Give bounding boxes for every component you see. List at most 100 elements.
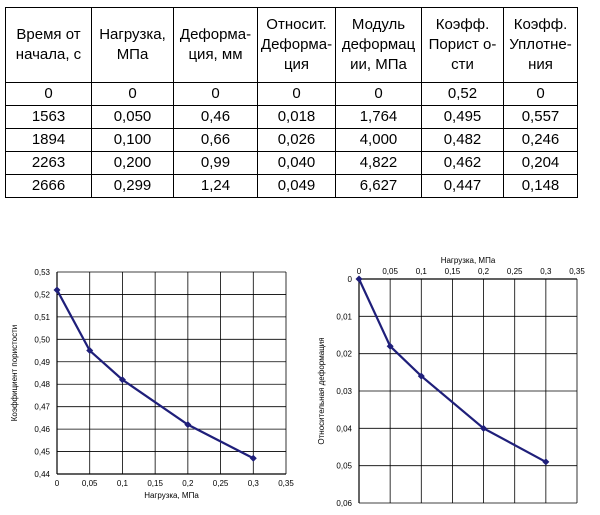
header-line: Коэфф. xyxy=(435,16,490,33)
table-row: 1894 0,100 0,66 0,026 4,000 0,482 0,246 xyxy=(5,128,578,152)
x-tick-label: 0,05 xyxy=(82,479,98,488)
data-point xyxy=(480,424,488,432)
data-point xyxy=(249,454,257,462)
header-line: сти xyxy=(451,56,474,73)
x-tick-label: 0,3 xyxy=(540,267,552,276)
header-porosity: Коэфф. Порист о- сти xyxy=(421,7,504,83)
x-tick-label: 0,35 xyxy=(569,267,585,276)
y-tick-label: 0,52 xyxy=(34,290,50,299)
header-modulus: Модуль деформац ии, МПа xyxy=(335,7,422,83)
x-tick-label: 0,1 xyxy=(416,267,428,276)
header-line: Относит. xyxy=(266,16,327,33)
header-deformation: Деформа- ция, мм xyxy=(173,7,258,83)
table-cell: 0 xyxy=(91,82,174,106)
y-tick-label: 0,47 xyxy=(34,403,50,412)
x-tick-label: 0,2 xyxy=(478,267,490,276)
table-cell: 0,018 xyxy=(257,105,336,129)
data-point xyxy=(86,347,94,355)
table-cell: 0 xyxy=(257,82,336,106)
table-cell: 0,495 xyxy=(421,105,504,129)
results-table: Время от начала, с Нагрузка, МПа Деформа… xyxy=(5,7,578,198)
table-cell: 0,026 xyxy=(257,128,336,152)
table-cell: 0 xyxy=(335,82,422,106)
data-point xyxy=(184,421,192,429)
table-cell: 0,049 xyxy=(257,174,336,198)
table-header-row: Время от начала, с Нагрузка, МПа Деформа… xyxy=(5,7,578,83)
data-point xyxy=(386,342,394,350)
table-cell: 6,627 xyxy=(335,174,422,198)
table-cell: 0,299 xyxy=(91,174,174,198)
header-line: Деформа- xyxy=(260,36,333,53)
y-tick-label: 0,45 xyxy=(34,448,50,457)
y-tick-label: 0,44 xyxy=(34,470,50,479)
y-tick-label: 0,51 xyxy=(34,313,50,322)
y-tick-label: 0,04 xyxy=(336,424,352,433)
data-point xyxy=(355,275,363,283)
y-tick-label: 0,01 xyxy=(336,312,352,321)
x-tick-label: 0,25 xyxy=(507,267,523,276)
header-line: МПа xyxy=(116,46,149,63)
table-cell: 0,46 xyxy=(173,105,258,129)
table-cell: 0,200 xyxy=(91,151,174,175)
table-cell: 0,462 xyxy=(421,151,504,175)
table-cell: 2263 xyxy=(5,151,92,175)
x-tick-label: 0,2 xyxy=(182,479,194,488)
x-tick-label: 0,3 xyxy=(248,479,260,488)
table-cell: 1,24 xyxy=(173,174,258,198)
header-line: деформац xyxy=(341,36,416,53)
table-row: 2666 0,299 1,24 0,049 6,627 0,447 0,148 xyxy=(5,174,578,198)
header-line: ция xyxy=(283,56,310,73)
table-cell: 0,050 xyxy=(91,105,174,129)
y-axis-label: Коэффициент пористости xyxy=(10,325,19,421)
header-line: Нагрузка, xyxy=(99,26,166,43)
table-cell: 0,66 xyxy=(173,128,258,152)
y-tick-label: 0,06 xyxy=(336,499,352,508)
x-tick-label: 0,05 xyxy=(382,267,398,276)
data-point xyxy=(53,286,61,294)
header-compaction: Коэфф. Уплотне- ния xyxy=(503,7,578,83)
x-tick-label: 0,15 xyxy=(445,267,461,276)
y-tick-label: 0,46 xyxy=(34,425,50,434)
table-cell: 0,447 xyxy=(421,174,504,198)
table-cell: 4,000 xyxy=(335,128,422,152)
x-tick-label: 0,15 xyxy=(147,479,163,488)
header-line: Порист о- xyxy=(428,36,497,53)
header-line: ния xyxy=(528,56,553,73)
y-tick-label: 0 xyxy=(348,275,353,284)
x-axis-label: Нагрузка, МПа xyxy=(441,256,496,265)
y-tick-label: 0,50 xyxy=(34,335,50,344)
header-load: Нагрузка, МПа xyxy=(91,7,174,83)
data-point xyxy=(417,372,425,380)
table-cell: 2666 xyxy=(5,174,92,198)
header-line: начала, с xyxy=(15,46,82,63)
y-tick-label: 0,05 xyxy=(336,462,352,471)
header-line: Модуль xyxy=(351,16,406,33)
table-row: 0 0 0 0 0 0,52 0 xyxy=(5,82,578,106)
header-line: Деформа- xyxy=(179,26,252,43)
header-line: Время от xyxy=(16,26,81,43)
table-cell: 0,557 xyxy=(503,105,578,129)
header-line: ция, мм xyxy=(188,46,243,63)
table-row: 2263 0,200 0,99 0,040 4,822 0,462 0,204 xyxy=(5,151,578,175)
x-axis-label: Нагрузка, МПа xyxy=(144,491,199,500)
header-line: Коэфф. xyxy=(513,16,568,33)
header-time: Время от начала, с xyxy=(5,7,92,83)
table-cell: 4,822 xyxy=(335,151,422,175)
data-point xyxy=(542,458,550,466)
x-tick-label: 0 xyxy=(55,479,60,488)
data-point xyxy=(118,376,126,384)
table-cell: 0,482 xyxy=(421,128,504,152)
y-tick-label: 0,53 xyxy=(34,268,50,277)
x-tick-label: 0,25 xyxy=(213,479,229,488)
header-relative-deformation: Относит. Деформа- ция xyxy=(257,7,336,83)
x-tick-label: 0,35 xyxy=(278,479,294,488)
header-line: Уплотне- xyxy=(509,36,572,53)
table-cell: 1894 xyxy=(5,128,92,152)
header-line: ии, МПа xyxy=(350,56,407,73)
x-tick-label: 0 xyxy=(357,267,362,276)
y-axis-label: Относительная деформация xyxy=(317,337,326,444)
y-tick-label: 0,03 xyxy=(336,387,352,396)
y-tick-label: 0,49 xyxy=(34,358,50,367)
